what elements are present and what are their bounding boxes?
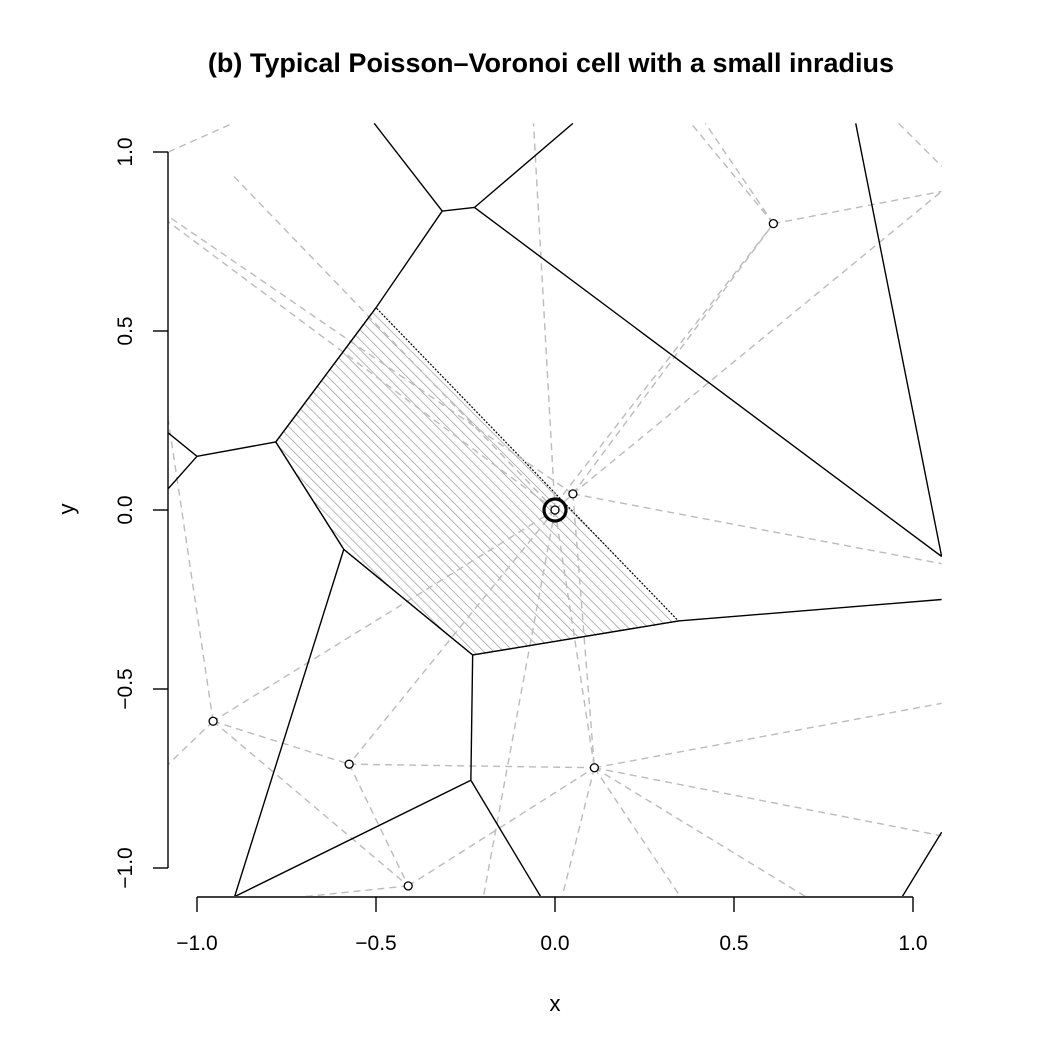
y-tick-label-3: 0.5 [114, 316, 137, 345]
delaunay-edge-2 [232, 174, 556, 511]
voronoi-edge-3 [472, 620, 679, 656]
delaunay-edge-4 [212, 509, 556, 722]
delaunay-edge-25 [594, 702, 942, 769]
delaunay-edge-3 [168, 215, 574, 495]
x-axis: −1.0 −0.5 0.0 0.5 1.0 [176, 896, 928, 955]
delaunay-edge-30 [168, 122, 234, 153]
delaunay-edge-9 [572, 223, 774, 495]
voronoi-edge-1 [275, 441, 345, 550]
x-tick-label-2: 0.0 [540, 932, 569, 955]
points-layer [208, 218, 779, 891]
plot-area [168, 122, 942, 896]
y-axis: −1.0 −0.5 0.0 0.5 1.0 [114, 137, 169, 889]
y-axis-label: y [54, 504, 79, 515]
delaunay-edge-14 [690, 122, 774, 225]
voronoi-edge-15 [470, 654, 474, 781]
voronoi-edges [168, 122, 942, 896]
delaunay-edge-17 [168, 720, 214, 765]
delaunay-edge-13 [773, 190, 942, 225]
voronoi-edge-8 [373, 122, 443, 212]
point-0 [550, 505, 560, 515]
delaunay-edge-5 [348, 509, 556, 765]
x-axis-label: x [550, 991, 561, 1016]
voronoi-edge-9 [474, 206, 942, 558]
x-tick-label-1: −0.5 [355, 932, 396, 955]
voronoi-edge-18 [901, 831, 942, 896]
delaunay-edge-11 [572, 493, 942, 565]
delaunay-edge-8 [482, 509, 556, 896]
point-5 [589, 763, 600, 773]
delaunay-edge-27 [593, 767, 681, 896]
x-tick-label-3: 0.5 [719, 932, 748, 955]
point-4 [344, 759, 354, 769]
voronoi-edge-0 [275, 307, 377, 443]
point-6 [403, 881, 413, 891]
voronoi-edge-17 [470, 779, 542, 896]
typical-cell-layer [275, 306, 680, 656]
voronoi-edge-14 [234, 549, 345, 896]
voronoi-edge-10 [855, 123, 942, 557]
point-3 [208, 716, 218, 726]
point-1 [568, 489, 578, 499]
delaunay-edge-26 [594, 767, 942, 837]
voronoi-edge-13 [168, 455, 198, 489]
y-tick-label-1: −0.5 [114, 668, 137, 709]
voronoi-edge-2 [343, 548, 474, 656]
voronoi-edge-16 [234, 779, 472, 896]
delaunay-edge-18 [168, 420, 214, 722]
voronoi-edge-11 [196, 441, 276, 457]
delaunay-edge-7 [532, 123, 556, 511]
delaunay-edge-12 [572, 493, 596, 768]
delaunay-edge-31 [898, 122, 942, 167]
y-tick-label-4: 1.0 [114, 137, 137, 166]
x-tick-label-4: 1.0 [898, 932, 927, 955]
delaunay-edge-28 [594, 767, 806, 896]
y-tick-label-0: −1.0 [114, 847, 137, 888]
y-tick-label-2: 0.0 [114, 495, 137, 524]
typical-cell [275, 306, 680, 656]
voronoi-edge-7 [473, 122, 574, 209]
delaunay-edge-15 [704, 122, 774, 224]
delaunay-edge-23 [407, 767, 595, 887]
point-2 [768, 218, 779, 229]
voronoi-edge-5 [375, 210, 443, 309]
x-tick-label-0: −1.0 [176, 932, 217, 955]
voronoi-edge-6 [442, 206, 475, 212]
chart-title: (b) Typical Poisson–Voronoi cell with a … [208, 48, 894, 78]
delaunay-edge-24 [304, 885, 409, 896]
delaunay-edge-22 [348, 763, 409, 887]
voronoi-edge-12 [168, 432, 198, 457]
delaunay-edge-6 [554, 509, 596, 768]
delaunay-edge-10 [572, 190, 942, 495]
delaunay-edges [168, 122, 942, 896]
delaunay-edge-16 [561, 223, 774, 497]
delaunay-edge-19 [212, 720, 350, 765]
delaunay-edge-20 [212, 720, 409, 887]
center-marker [542, 497, 568, 523]
voronoi-edge-4 [678, 598, 942, 622]
delaunay-edge-29 [561, 767, 596, 896]
delaunay-edge-1 [168, 221, 556, 511]
